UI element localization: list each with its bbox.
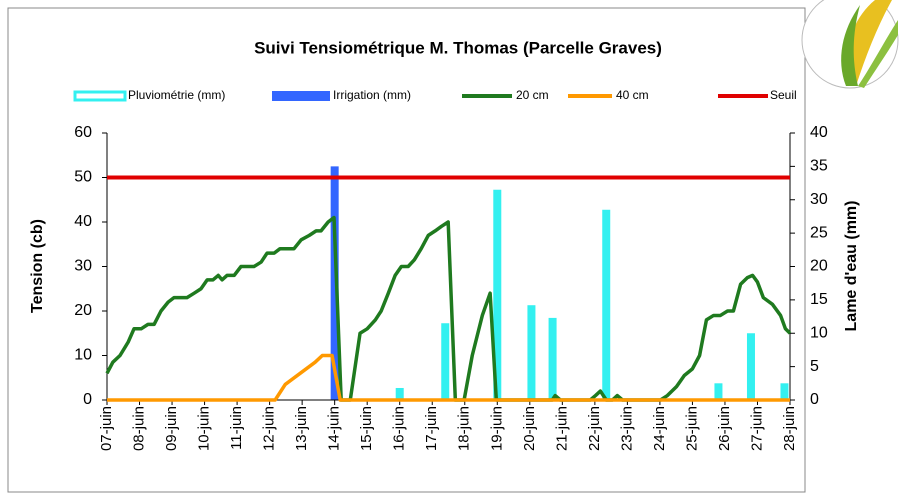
bar bbox=[746, 333, 755, 400]
x-tick-label: 28-juin bbox=[781, 406, 798, 451]
y2-tick-label: 15 bbox=[810, 291, 828, 308]
x-tick-label: 12-juin bbox=[261, 406, 278, 451]
x-tick-label: 24-juin bbox=[651, 406, 668, 451]
bar bbox=[493, 189, 502, 400]
y-tick-label: 30 bbox=[74, 258, 92, 275]
chart-title: Suivi Tensiométrique M. Thomas (Parcelle… bbox=[254, 38, 662, 57]
x-tick-label: 22-juin bbox=[586, 406, 603, 451]
legend-label: Pluviométrie (mm) bbox=[128, 88, 225, 102]
x-tick-label: 15-juin bbox=[358, 406, 375, 451]
x-tick-label: 27-juin bbox=[748, 406, 765, 451]
y2-axis-title: Lame d'eau (mm) bbox=[843, 201, 860, 332]
x-tick-label: 10-juin bbox=[196, 406, 213, 451]
x-tick-label: 18-juin bbox=[456, 406, 473, 451]
x-tick-label: 11-juin bbox=[228, 406, 245, 450]
line-series bbox=[105, 215, 792, 402]
bar bbox=[780, 383, 789, 400]
x-tick-label: 07-juin bbox=[98, 406, 115, 451]
y2-tick-label: 25 bbox=[810, 224, 828, 241]
bar bbox=[527, 305, 536, 400]
y-tick-label: 50 bbox=[74, 169, 92, 186]
bar bbox=[602, 209, 611, 400]
y2-tick-label: 20 bbox=[810, 258, 828, 275]
y-tick-label: 0 bbox=[83, 391, 92, 408]
line-series bbox=[107, 353, 790, 402]
bar bbox=[395, 387, 404, 400]
legend-label: 20 cm bbox=[516, 88, 549, 102]
x-tick-label: 25-juin bbox=[683, 406, 700, 451]
legend-label: 40 cm bbox=[616, 88, 649, 102]
x-tick-label: 17-juin bbox=[423, 406, 440, 451]
y-axis-title: Tension (cb) bbox=[29, 219, 46, 313]
bar bbox=[441, 323, 450, 400]
x-tick-label: 09-juin bbox=[163, 406, 180, 451]
y2-tick-label: 5 bbox=[810, 358, 819, 375]
y-tick-label: 20 bbox=[74, 302, 92, 319]
x-tick-label: 08-juin bbox=[130, 406, 147, 451]
x-tick-label: 23-juin bbox=[618, 406, 635, 451]
bar bbox=[330, 166, 339, 400]
y2-tick-label: 10 bbox=[810, 324, 828, 341]
x-tick-label: 19-juin bbox=[488, 406, 505, 451]
legend-swatch bbox=[272, 91, 330, 101]
chart-frame bbox=[7, 7, 806, 493]
corn-illustration bbox=[801, 0, 899, 89]
x-tick-label: 13-juin bbox=[293, 406, 310, 451]
bar bbox=[714, 383, 723, 400]
legend-swatch bbox=[73, 90, 127, 102]
x-tick-label: 14-juin bbox=[326, 406, 343, 451]
y2-tick-label: 35 bbox=[810, 158, 828, 175]
x-tick-label: 16-juin bbox=[391, 406, 408, 451]
x-tick-label: 20-juin bbox=[521, 406, 538, 451]
x-tick-label: 26-juin bbox=[716, 406, 733, 451]
x-tick-label: 21-juin bbox=[553, 406, 570, 451]
y-tick-label: 10 bbox=[74, 347, 92, 364]
y2-tick-label: 40 bbox=[810, 124, 828, 141]
legend-label: Seuil bbox=[770, 88, 797, 102]
legend-label: Irrigation (mm) bbox=[333, 88, 411, 102]
bar bbox=[548, 317, 557, 400]
y-tick-label: 40 bbox=[74, 213, 92, 230]
y-tick-label: 60 bbox=[74, 124, 92, 141]
y2-tick-label: 0 bbox=[810, 391, 819, 408]
y2-tick-label: 30 bbox=[810, 191, 828, 208]
